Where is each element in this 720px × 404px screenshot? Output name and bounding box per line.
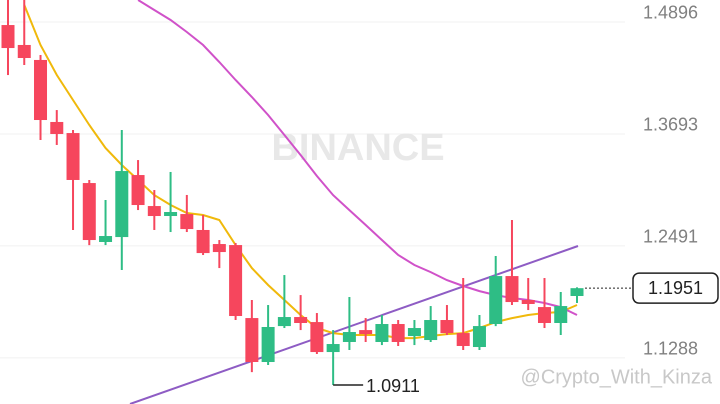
candle-body bbox=[115, 171, 129, 238]
candle-body bbox=[391, 324, 405, 342]
candle-body bbox=[229, 245, 243, 317]
trendline bbox=[129, 245, 579, 404]
candle-body bbox=[212, 244, 226, 253]
candle-body bbox=[505, 276, 519, 303]
y-tick-label: 1.4896 bbox=[643, 3, 698, 23]
candle-body bbox=[1, 25, 15, 49]
candle-body bbox=[131, 175, 145, 206]
candle-body bbox=[180, 214, 194, 230]
candle-body bbox=[472, 326, 486, 348]
candle-body bbox=[245, 318, 259, 363]
candle-body bbox=[196, 229, 210, 254]
candle-body bbox=[310, 322, 324, 353]
candle-body bbox=[261, 326, 275, 363]
candle-body bbox=[521, 299, 535, 305]
candle-body bbox=[554, 306, 568, 323]
candle-body bbox=[82, 183, 96, 241]
candle-body bbox=[147, 206, 161, 217]
candle-body bbox=[294, 317, 308, 323]
y-tick-label: 1.3693 bbox=[643, 115, 698, 135]
moving-average bbox=[137, 0, 578, 316]
candle-body bbox=[489, 276, 503, 325]
candle-body bbox=[407, 328, 421, 337]
candle-body bbox=[34, 59, 48, 121]
credit: @Crypto_With_Kinza bbox=[521, 366, 713, 388]
candle-body bbox=[570, 288, 584, 296]
candle-body bbox=[99, 236, 113, 242]
candle-body bbox=[50, 121, 64, 134]
candle-body bbox=[424, 320, 438, 341]
candle-body bbox=[277, 317, 291, 327]
y-tick-label: 1.1288 bbox=[643, 339, 698, 359]
candle-body bbox=[326, 344, 340, 353]
candle-body bbox=[359, 330, 373, 335]
candle-body bbox=[342, 332, 356, 342]
y-tick-label: 1.2491 bbox=[643, 227, 698, 247]
candle-body bbox=[456, 333, 470, 346]
watermark: BINANCE bbox=[271, 127, 444, 169]
candle-body bbox=[375, 324, 389, 342]
last-price-box bbox=[632, 272, 719, 304]
candle-body bbox=[17, 44, 31, 59]
candle-body bbox=[66, 133, 80, 180]
low-marker-label: 1.0911 bbox=[366, 376, 420, 396]
candle-body bbox=[164, 212, 178, 217]
last-price-label: 1.1951 bbox=[648, 278, 703, 298]
candle-body bbox=[537, 307, 551, 323]
candle-body bbox=[440, 320, 454, 334]
